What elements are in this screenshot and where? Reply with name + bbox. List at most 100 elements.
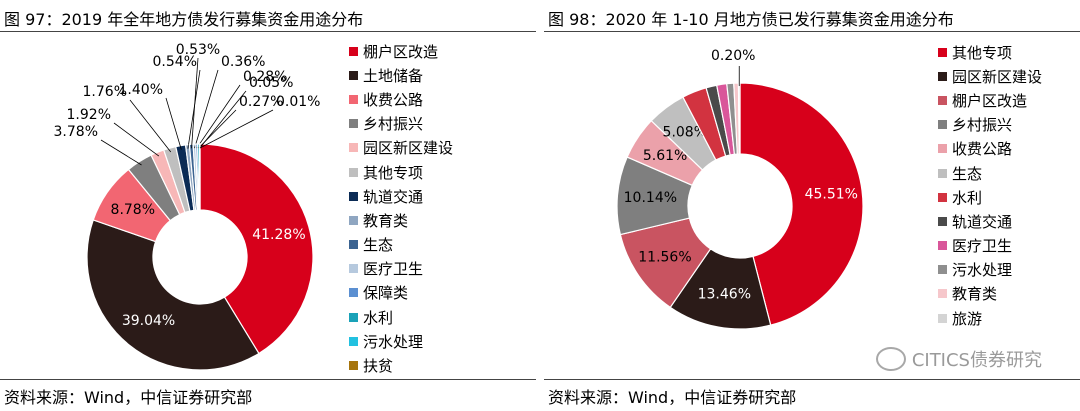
legend-item: 保障类: [349, 281, 453, 305]
data-label: 5.08%: [663, 124, 707, 140]
data-label: 0.54%: [153, 54, 197, 70]
slice-2: [86, 219, 260, 371]
legend-label: 污水处理: [952, 261, 1013, 280]
legend-label: 生态: [952, 164, 983, 183]
legend-swatch: [349, 312, 358, 322]
legend-swatch: [349, 191, 358, 201]
legend-item: 医疗卫生: [349, 257, 453, 281]
legend-item: 污水处理: [938, 258, 1042, 282]
data-label: 3.78%: [54, 124, 98, 140]
legend-swatch: [938, 216, 947, 226]
source-rule: [0, 379, 536, 380]
legend-item: 医疗卫生: [938, 234, 1042, 258]
data-label: 1.40%: [119, 82, 163, 98]
chat-bubble-icon: [875, 347, 906, 371]
legend-label: 其他专项: [363, 163, 424, 182]
legend-label: 扶贫: [363, 357, 394, 376]
slice-1: [199, 143, 314, 355]
data-label: 0.27%: [239, 94, 283, 110]
legend-swatch: [349, 143, 358, 153]
legend: 其他专项园区新区建设 棚户区改造乡村振兴 收费公路生态水利轨道交通医疗卫生污水处理教…: [938, 40, 1042, 330]
data-label: 39.04%: [122, 313, 175, 329]
legend-item: 棚户区改造: [938, 88, 1042, 112]
leader-line: [194, 69, 219, 149]
legend-item: 其他专项: [938, 40, 1042, 64]
leader-line: [165, 97, 182, 150]
legend-label: 旅游: [952, 309, 983, 328]
legend-swatch: [938, 168, 947, 178]
legend-label: 保障类: [363, 284, 409, 303]
chart-title: 图 98：2020 年 1-10 月地方债已发行募集资金用途分布: [548, 10, 954, 29]
chart-panel-2019: 图 97：2019 年全年地方债发行募集资金用途分布 41.28% 39.04% 8…: [0, 0, 536, 411]
legend-label: 棚户区改造: [363, 42, 439, 61]
data-label: 5.61%: [643, 148, 687, 164]
donut-chart-2020: 45.51% 13.46% 11.56% 10.14% 5.61% 5.08% 0.20%: [616, 48, 864, 330]
legend-label: 污水处理: [363, 332, 424, 351]
legend-swatch: [349, 288, 358, 298]
data-label: 45.51%: [805, 186, 858, 202]
legend-swatch: [349, 119, 358, 129]
legend-label: 医疗卫生: [952, 237, 1013, 256]
legend-label: 园区新区建设: [952, 67, 1043, 86]
legend-item: 水利: [349, 305, 453, 329]
legend-item: 收费公路: [938, 137, 1042, 161]
legend-swatch: [349, 264, 358, 274]
data-label: 0.28%: [243, 69, 287, 85]
legend-swatch: [349, 215, 358, 225]
legend-swatch: [938, 313, 947, 323]
legend-swatch: [349, 240, 358, 250]
legend-item: 旅游: [938, 306, 1042, 330]
legend-label: 生态: [363, 236, 394, 255]
legend-label: 其他专项: [952, 43, 1013, 62]
data-label: 13.46%: [698, 287, 751, 303]
legend-label: 园区新区建设: [363, 139, 454, 158]
legend-label: 水利: [952, 188, 983, 207]
legend-swatch: [938, 241, 947, 251]
legend-item: 污水处理: [349, 329, 453, 353]
data-label: 41.28%: [252, 227, 305, 243]
legend-swatch: [938, 71, 947, 81]
slice-1: [739, 82, 864, 326]
legend-swatch: [349, 46, 358, 56]
slice-12: [737, 82, 741, 155]
legend-swatch: [938, 120, 947, 130]
leader-line: [199, 90, 247, 149]
legend-item: 教育类: [349, 208, 453, 232]
legend-item: 园区新区建设: [349, 136, 453, 160]
legend-item: 乡村振兴: [938, 113, 1042, 137]
donut-chart-2019: 41.28% 39.04% 8.78% 3.78%1.92% 1.76%1.40% 0.5…: [54, 42, 320, 371]
legend-item: 棚户区改造: [349, 39, 453, 63]
legend-label: 土地储备: [363, 66, 424, 85]
watermark-text: CITICS债券研究: [911, 350, 1042, 371]
leader-line: [113, 122, 160, 157]
legend-item: 园区新区建设: [938, 64, 1042, 88]
legend-item: 轨道交通: [938, 209, 1042, 233]
legend-item: 土地储备: [349, 63, 453, 87]
legend-swatch: [349, 361, 358, 371]
legend-item: 乡村振兴: [349, 112, 453, 136]
title-rule: [0, 31, 536, 32]
legend: 棚户区改造 土地储备 收费公路 乡村振兴 园区新区建设 其他专项 轨道交通 教育类 生态 医疗卫生…: [349, 39, 453, 378]
data-label: 11.56%: [638, 249, 691, 265]
data-label: 10.14%: [624, 190, 677, 206]
leader-line: [199, 109, 274, 149]
legend-swatch: [349, 167, 358, 177]
leader-line: [191, 57, 199, 149]
data-label: 0.05%: [249, 75, 293, 91]
data-label: 1.76%: [83, 84, 127, 100]
title-rule: [544, 31, 1080, 32]
legend-swatch: [938, 289, 947, 299]
legend-label: 棚户区改造: [952, 91, 1028, 110]
legend-item: 水利: [938, 185, 1042, 209]
legend-item: 轨道交通: [349, 184, 453, 208]
data-label: 0.36%: [221, 54, 265, 70]
legend-label: 轨道交通: [952, 212, 1013, 231]
data-label: 0.20%: [711, 48, 755, 64]
chart-panel-2020: 图 98：2020 年 1-10 月地方债已发行募集资金用途分布 45.51% 1…: [544, 0, 1080, 411]
legend-item: 扶贫: [349, 353, 453, 377]
watermark: CITICS债券研究: [875, 346, 1042, 372]
legend-item: 教育类: [938, 282, 1042, 306]
legend-label: 轨道交通: [363, 187, 424, 206]
legend-label: 乡村振兴: [363, 115, 424, 134]
legend-label: 教育类: [952, 285, 998, 304]
